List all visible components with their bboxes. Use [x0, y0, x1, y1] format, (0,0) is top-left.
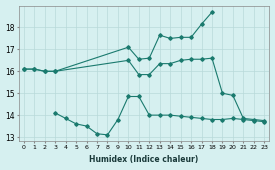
X-axis label: Humidex (Indice chaleur): Humidex (Indice chaleur)	[89, 155, 199, 164]
